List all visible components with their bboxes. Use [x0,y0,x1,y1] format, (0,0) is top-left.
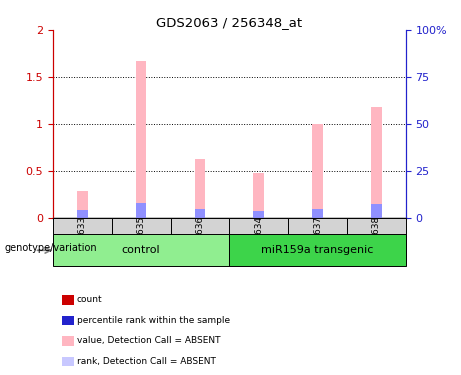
Bar [347,217,406,262]
Text: GSM37638: GSM37638 [372,215,381,265]
Text: rank, Detection Call = ABSENT: rank, Detection Call = ABSENT [77,357,216,366]
Bar [312,209,323,218]
Bar [371,107,382,218]
Text: percentile rank within the sample: percentile rank within the sample [77,316,230,325]
Bar [371,204,382,218]
Bar [229,217,288,262]
Bar [136,61,147,217]
Text: GSM37633: GSM37633 [78,215,87,265]
Bar [112,217,171,262]
Bar [77,210,88,218]
Bar [312,124,323,218]
Bar [254,172,264,217]
Bar [136,202,147,217]
Title: GDS2063 / 256348_at: GDS2063 / 256348_at [156,16,302,29]
Text: GSM37635: GSM37635 [136,215,146,265]
Text: control: control [122,245,160,255]
Bar [288,217,347,262]
Text: genotype/variation: genotype/variation [5,243,97,254]
Bar [195,209,205,218]
Bar [254,211,264,218]
Text: GSM37637: GSM37637 [313,215,322,265]
Bar [171,217,230,262]
Bar [53,217,112,262]
Text: GSM37636: GSM37636 [195,215,205,265]
Text: GSM37634: GSM37634 [254,215,263,265]
Text: count: count [77,295,103,304]
Bar [53,234,230,266]
Bar [77,191,88,217]
Text: value, Detection Call = ABSENT: value, Detection Call = ABSENT [77,336,220,345]
Bar [229,234,406,266]
Text: miR159a transgenic: miR159a transgenic [261,245,374,255]
Bar [195,159,205,218]
